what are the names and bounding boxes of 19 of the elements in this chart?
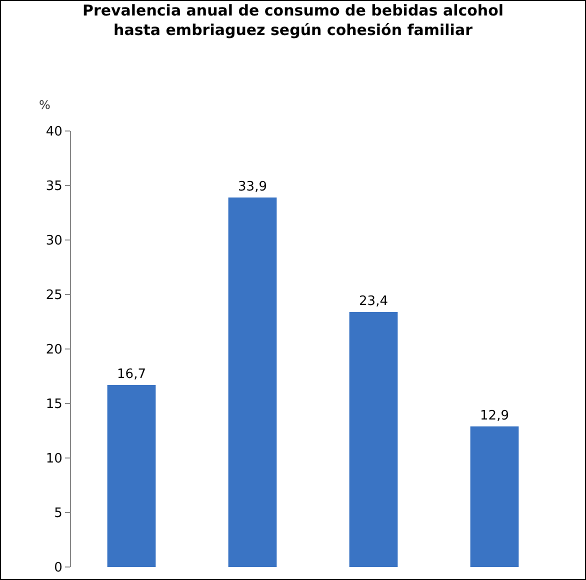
y-axis-title: %	[39, 98, 50, 112]
y-tick-label: 25	[46, 288, 62, 304]
y-tick-label: 20	[46, 342, 62, 358]
y-tick-label: 10	[46, 452, 62, 467]
bar	[470, 426, 519, 567]
y-tick-label: 15	[46, 397, 62, 412]
y-tick-label: 40	[46, 124, 62, 140]
data-label: 33,9	[238, 179, 267, 194]
y-tick-label: 5	[54, 506, 62, 522]
y-tick-label: 30	[46, 234, 62, 249]
bar	[349, 312, 398, 567]
bar	[228, 197, 277, 567]
bar	[107, 384, 156, 567]
data-label: 12,9	[480, 408, 509, 424]
chart-title: Prevalencia anual de consumo de bebidas alcohol hasta embriaguez según cohesión familiar	[82, 1, 504, 39]
data-label: 23,4	[359, 294, 388, 309]
y-tick-label: 0	[54, 560, 62, 576]
y-tick-label: 35	[46, 179, 62, 194]
data-label: 16,7	[117, 366, 146, 382]
